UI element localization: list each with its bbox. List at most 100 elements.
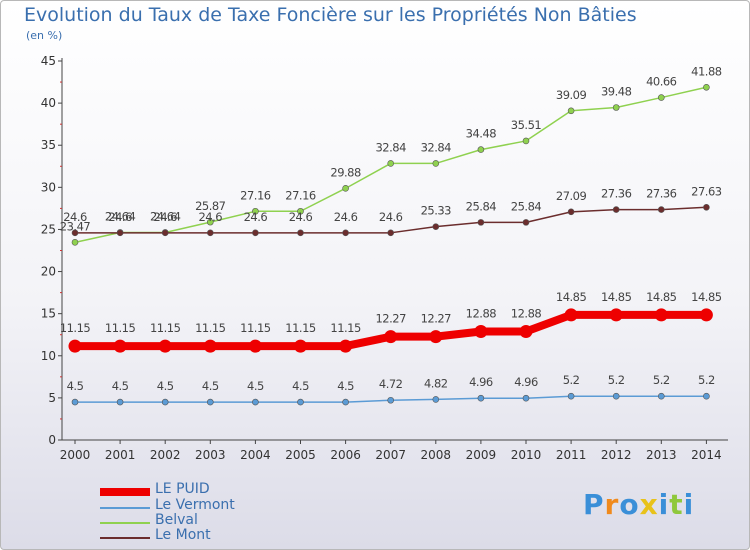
data-label-belval: 27.16 bbox=[240, 188, 271, 202]
x-tick-label: 2005 bbox=[285, 448, 316, 462]
data-point-le-vermont bbox=[612, 392, 620, 400]
logo-letter: t bbox=[669, 488, 684, 521]
data-label-le-vermont: 4.72 bbox=[379, 377, 403, 391]
data-point-le-puid bbox=[564, 308, 578, 322]
data-label-le-puid: 12.88 bbox=[511, 307, 542, 321]
data-point-le-puid bbox=[158, 339, 172, 353]
data-point-belval bbox=[71, 239, 79, 246]
data-label-le-mont: 25.84 bbox=[511, 199, 542, 213]
data-point-le-mont bbox=[342, 229, 349, 237]
x-tick-label: 2007 bbox=[375, 448, 406, 462]
data-point-le-vermont bbox=[477, 394, 485, 402]
y-tick-label: 0 bbox=[48, 433, 56, 447]
data-point-le-puid bbox=[384, 330, 398, 344]
data-label-le-vermont: 5.2 bbox=[608, 373, 625, 387]
logo-letter: r bbox=[604, 488, 620, 521]
data-point-le-puid bbox=[203, 339, 217, 353]
x-tick-label: 2006 bbox=[330, 448, 361, 462]
data-label-belval: 32.84 bbox=[421, 140, 452, 154]
data-label-belval: 24.64 bbox=[105, 209, 136, 223]
data-point-belval bbox=[342, 185, 349, 192]
data-point-le-vermont bbox=[567, 392, 575, 400]
legend-label-le-vermont: Le Vermont bbox=[155, 497, 235, 513]
data-label-le-vermont: 5.2 bbox=[698, 373, 715, 387]
data-label-le-vermont: 4.5 bbox=[157, 379, 174, 393]
x-tick-label: 2004 bbox=[240, 448, 271, 462]
data-label-le-vermont: 4.82 bbox=[424, 376, 448, 390]
data-label-le-puid: 14.85 bbox=[601, 290, 632, 304]
data-point-le-vermont bbox=[703, 392, 710, 400]
x-tick-label: 2010 bbox=[511, 448, 542, 462]
logo-letter: i bbox=[683, 488, 695, 521]
y-tick-label: 10 bbox=[41, 349, 56, 363]
data-point-le-puid bbox=[654, 308, 668, 322]
data-label-le-puid: 11.15 bbox=[195, 321, 226, 335]
data-point-le-mont bbox=[252, 229, 259, 237]
chart-title: Evolution du Taux de Taxe Foncière sur l… bbox=[24, 4, 637, 26]
data-label-le-mont: 24.6 bbox=[244, 210, 268, 224]
data-point-belval bbox=[207, 218, 214, 226]
legend-label-le-puid: LE PUID bbox=[155, 481, 210, 497]
data-label-belval: 27.16 bbox=[285, 188, 316, 202]
data-point-le-mont bbox=[297, 229, 304, 237]
data-label-le-puid: 12.27 bbox=[375, 312, 406, 326]
data-point-belval bbox=[252, 207, 259, 215]
data-point-le-mont bbox=[522, 219, 530, 226]
data-point-le-puid bbox=[609, 308, 623, 322]
data-label-belval: 39.48 bbox=[601, 84, 632, 98]
x-tick-label: 2013 bbox=[646, 448, 677, 462]
data-label-belval: 23.47 bbox=[60, 219, 91, 233]
data-point-le-puid bbox=[294, 339, 307, 353]
data-point-belval bbox=[567, 107, 575, 115]
data-point-le-mont bbox=[477, 219, 485, 226]
data-label-le-mont: 24.6 bbox=[63, 210, 87, 224]
data-point-le-mont bbox=[71, 229, 79, 237]
data-point-belval bbox=[477, 146, 485, 153]
data-point-le-puid bbox=[474, 325, 488, 339]
data-point-belval bbox=[387, 160, 395, 167]
data-label-le-puid: 12.27 bbox=[421, 312, 452, 326]
x-tick-label: 2002 bbox=[150, 448, 181, 462]
legend-label-belval: Belval bbox=[155, 512, 198, 528]
data-point-belval bbox=[703, 83, 710, 91]
data-point-belval bbox=[612, 104, 620, 111]
legend-swatch-le-vermont bbox=[100, 507, 150, 509]
data-label-le-mont: 27.36 bbox=[601, 187, 632, 201]
data-label-le-vermont: 4.96 bbox=[469, 375, 493, 389]
data-point-le-mont bbox=[161, 229, 169, 237]
data-point-le-vermont bbox=[207, 398, 214, 406]
data-label-le-vermont: 4.96 bbox=[514, 375, 538, 389]
x-tick-label: 2009 bbox=[466, 448, 497, 462]
data-label-belval: 40.66 bbox=[646, 75, 677, 89]
data-point-le-vermont bbox=[71, 398, 79, 406]
data-label-le-mont: 27.63 bbox=[691, 184, 722, 198]
x-tick-label: 2003 bbox=[195, 448, 226, 462]
legend-swatch-belval bbox=[100, 522, 150, 524]
data-label-le-puid: 11.15 bbox=[285, 321, 316, 335]
logo-letter: P bbox=[583, 488, 605, 521]
data-point-le-mont bbox=[207, 229, 214, 237]
data-label-le-mont: 24.6 bbox=[334, 210, 358, 224]
data-label-le-mont: 24.6 bbox=[379, 210, 403, 224]
x-tick-label: 2014 bbox=[691, 448, 722, 462]
data-label-le-mont: 27.36 bbox=[646, 187, 677, 201]
data-point-belval bbox=[522, 137, 530, 145]
data-label-belval: 41.88 bbox=[691, 64, 722, 78]
data-point-le-vermont bbox=[161, 398, 169, 406]
data-label-le-puid: 11.15 bbox=[150, 321, 181, 335]
data-point-belval bbox=[297, 207, 304, 215]
data-label-belval: 34.48 bbox=[466, 127, 497, 141]
y-tick-label: 35 bbox=[41, 138, 56, 152]
data-label-le-puid: 14.85 bbox=[691, 290, 722, 304]
data-label-le-puid: 14.85 bbox=[646, 290, 677, 304]
data-label-le-vermont: 4.5 bbox=[67, 379, 84, 393]
logo-letter: x bbox=[639, 488, 659, 521]
y-tick-label: 15 bbox=[41, 307, 56, 321]
y-axis-unit-label: (en %) bbox=[26, 29, 63, 42]
data-label-le-mont: 25.84 bbox=[466, 199, 497, 213]
data-point-le-vermont bbox=[116, 398, 124, 406]
data-label-le-vermont: 4.5 bbox=[202, 379, 219, 393]
x-tick-label: 2012 bbox=[601, 448, 632, 462]
